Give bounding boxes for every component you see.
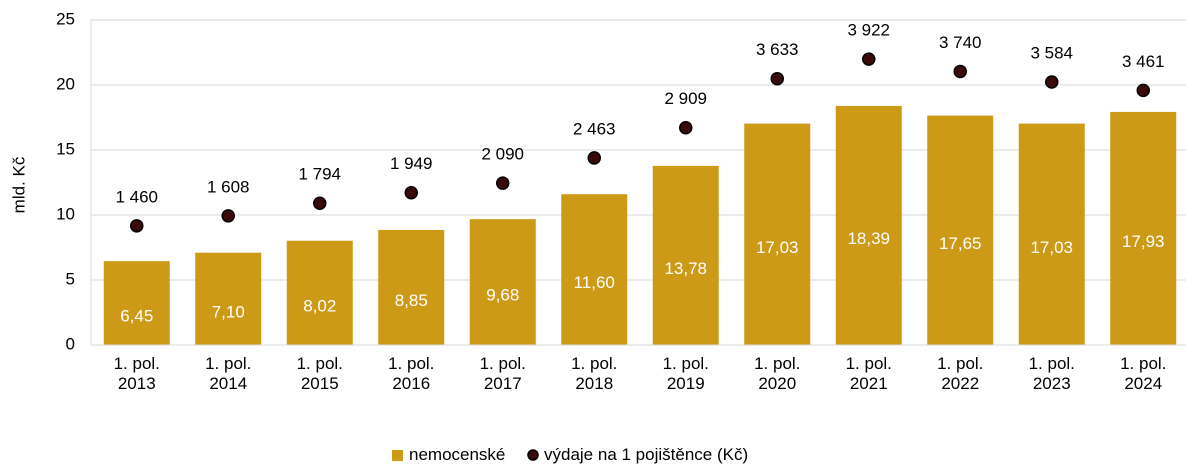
dot xyxy=(862,52,876,66)
x-tick-label: 1. pol. 2015 xyxy=(296,354,343,393)
bar-value-label: 13,78 xyxy=(664,259,707,278)
bar xyxy=(561,194,628,345)
dot-value-label: 2 463 xyxy=(573,119,616,138)
dot-value-label: 2 090 xyxy=(481,145,524,164)
x-tick-label: 1. pol. 2022 xyxy=(937,354,984,393)
bar-value-label: 11,60 xyxy=(574,273,615,292)
dot-value-label: 1 949 xyxy=(390,154,433,173)
x-tick-label: 1. pol. 2020 xyxy=(754,354,801,393)
bar xyxy=(744,123,811,345)
bar-value-label: 18,39 xyxy=(847,229,890,248)
x-tick-label: 1. pol. 2024 xyxy=(1120,354,1167,393)
bar xyxy=(469,219,536,345)
x-tick-label: 1. pol. 2023 xyxy=(1028,354,1075,393)
bar-value-label: 17,65 xyxy=(939,234,982,253)
bar xyxy=(1110,111,1177,345)
bar-value-label: 17,93 xyxy=(1122,232,1165,251)
x-tick-label: 1. pol. 2019 xyxy=(662,354,709,393)
bar-value-label: 7,10 xyxy=(212,302,245,321)
dot-value-label: 3 633 xyxy=(756,40,799,59)
dot-value-label: 3 740 xyxy=(939,33,982,52)
y-tick-label: 5 xyxy=(66,269,75,288)
bar xyxy=(927,115,994,345)
dot-value-label: 1 460 xyxy=(115,187,158,206)
legend-label: výdaje na 1 pojištěnce (Kč) xyxy=(544,445,749,464)
bar xyxy=(286,240,353,345)
legend-swatch xyxy=(392,450,403,461)
x-tick-label: 1. pol. 2017 xyxy=(479,354,526,393)
bar xyxy=(652,165,719,345)
dot xyxy=(496,176,510,190)
dot xyxy=(770,71,784,86)
x-tick-label: 1. pol. 2014 xyxy=(205,354,252,393)
bar-value-label: 17,03 xyxy=(1030,238,1073,257)
dot-value-label: 3 461 xyxy=(1122,52,1165,71)
bar-value-label: 9,68 xyxy=(486,286,519,305)
bar-value-label: 6,45 xyxy=(120,307,153,326)
y-tick-label: 0 xyxy=(66,334,75,353)
y-axis-label: mld. Kč xyxy=(9,156,28,213)
dot xyxy=(953,64,967,79)
bar-value-label: 8,85 xyxy=(395,291,428,310)
dot-value-label: 2 909 xyxy=(664,89,707,108)
dot-value-label: 1 794 xyxy=(298,165,341,184)
dot xyxy=(404,185,418,200)
y-tick-label: 20 xyxy=(56,74,75,93)
bar-value-label: 17,03 xyxy=(756,238,799,257)
bar xyxy=(835,105,902,346)
dot xyxy=(1045,75,1059,89)
x-tick-label: 1. pol. 2016 xyxy=(388,354,435,393)
bar xyxy=(103,261,170,345)
y-tick-label: 15 xyxy=(56,139,75,158)
dot xyxy=(1136,83,1150,98)
dot xyxy=(313,196,327,210)
dot-value-label: 3 584 xyxy=(1030,44,1073,63)
dot xyxy=(130,219,144,233)
y-tick-label: 25 xyxy=(56,9,75,28)
dot xyxy=(587,151,601,165)
bar xyxy=(1018,123,1085,345)
bar-value-label: 8,02 xyxy=(303,296,336,315)
bar xyxy=(195,252,262,345)
y-tick-label: 10 xyxy=(56,204,75,223)
legend-label: nemocenské xyxy=(409,445,506,464)
legend-swatch xyxy=(527,449,539,461)
dot-value-label: 1 608 xyxy=(207,177,250,196)
dot-value-label: 3 922 xyxy=(847,21,890,40)
x-tick-label: 1. pol. 2018 xyxy=(571,354,618,393)
dot xyxy=(221,209,235,223)
dot xyxy=(679,120,693,135)
bar xyxy=(378,229,445,345)
x-tick-label: 1. pol. 2021 xyxy=(845,354,892,393)
x-tick-label: 1. pol. 2013 xyxy=(113,354,160,393)
